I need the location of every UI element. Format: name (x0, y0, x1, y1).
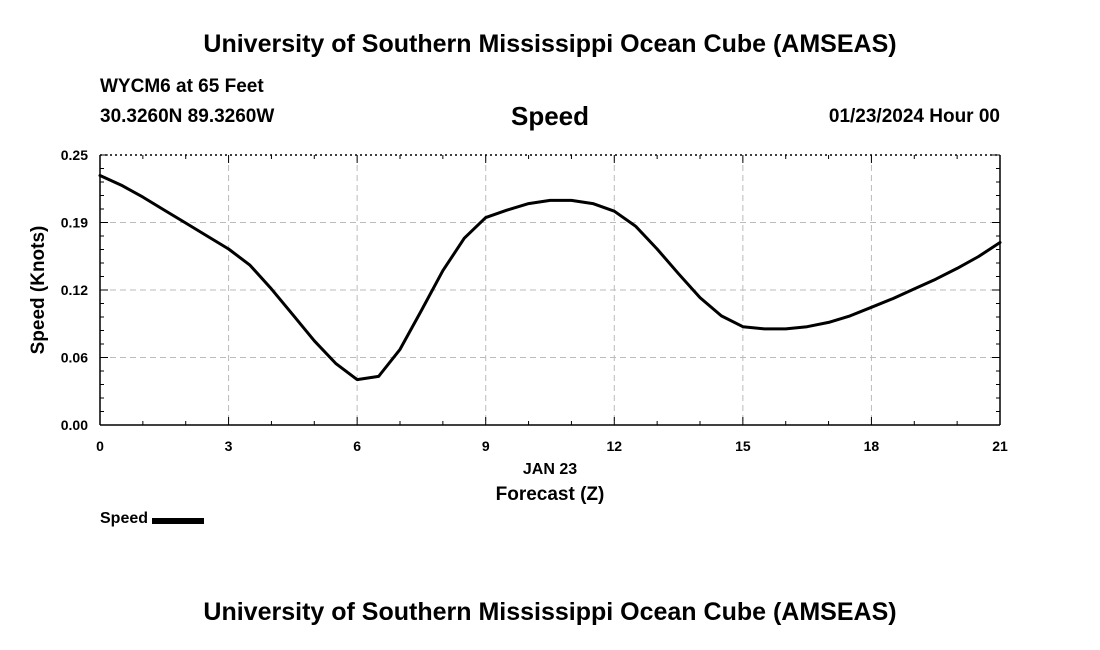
x-tick-label: 21 (992, 438, 1008, 454)
legend-label: Speed (100, 510, 149, 527)
legend-swatch (152, 517, 205, 524)
x-tick-label: 6 (353, 438, 361, 454)
series-line-speed (98, 174, 1002, 382)
x-axis-label: Forecast (Z) (496, 484, 605, 505)
x-tick-label: 3 (225, 438, 233, 454)
x-tick-label: 0 (96, 438, 104, 454)
y-tick-label: 0.12 (61, 282, 88, 298)
x-tick-label: 18 (864, 438, 880, 454)
y-tick-label: 0.19 (61, 215, 88, 231)
x-tick-label: 15 (735, 438, 751, 454)
x-tick-label: 9 (482, 438, 490, 454)
x-tick-label: 12 (606, 438, 622, 454)
y-axis-label: Speed (Knots) (28, 226, 49, 355)
y-tick-label: 0.00 (61, 417, 88, 433)
legend: Speed (100, 510, 205, 528)
y-tick-label: 0.25 (61, 147, 88, 163)
x-date-label: JAN 23 (523, 461, 577, 478)
chart-title-top: University of Southern Mississippi Ocean… (203, 30, 897, 58)
timestamp-label: 01/23/2024 Hour 00 (828, 106, 1000, 127)
station-label: WYCM6 at 65 Feet (100, 76, 264, 97)
chart-title-bottom: University of Southern Mississippi Ocean… (203, 598, 897, 626)
chart-subtitle: Speed (510, 101, 590, 131)
y-tick-label: 0.06 (61, 350, 88, 366)
coordinates-label: 30.3260N 89.3260W (100, 106, 275, 127)
